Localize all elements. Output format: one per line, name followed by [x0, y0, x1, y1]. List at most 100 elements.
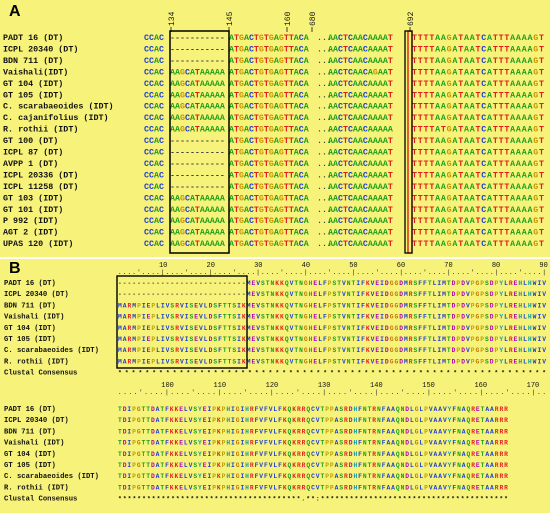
protein-row: TDIPGTTDATFKKELVSYEIPKPHIGIHRFVFVLFKQKRR… — [118, 473, 508, 480]
sequence-segment: CCAC — [144, 194, 164, 203]
sequence-row: CCAC AAGCATAAAAA ATGACTGTGAGTTACA ...AACTCA… — [144, 126, 544, 135]
sequence-segment: ATGACTGTGAGTTACA — [229, 137, 309, 146]
sequence-segment: ----------- — [170, 57, 225, 66]
sequence-segment: ATGACTGTGAGTTACA — [229, 57, 309, 66]
sequence-segment: ATGACTGTGAGTTACA — [229, 229, 309, 238]
ruler-label: 60 — [397, 262, 405, 270]
sequence-segment: ATGACTGTGAGTTACA — [229, 240, 309, 249]
sequence-segment: ----------- — [170, 160, 225, 169]
strain-name: GT 103 (IDT) — [3, 193, 63, 203]
sequence-segment: AACTCAACAAAAT — [328, 217, 393, 226]
sequence-segment: TTTTAAGATAATCATTTAAAAGT — [412, 240, 544, 249]
strain-name: ICPL 20336 (DT) — [3, 170, 78, 180]
sequence-segment: CCAC — [144, 34, 164, 43]
sequence-segment: ----------- — [170, 137, 225, 146]
sequence-segment: ATGACTGTGAGTTACA — [229, 45, 309, 54]
sequence-segment: ----------- — [170, 45, 225, 54]
sequence-segment: AAGCATAAAAA — [170, 206, 225, 215]
sequence-segment: CCAC — [144, 206, 164, 215]
panel-b-protein-alignment: B 10 20 30 40 50 60 70 80 90 ....'....|....'....|… — [0, 259, 550, 513]
sequence-segment: AACTCAACAAAAT — [328, 80, 393, 89]
ruler-label: 40 — [302, 262, 310, 270]
sequence-segment: ATGACTGTGAGTTACA — [229, 91, 309, 100]
sequence-segment: ... — [317, 183, 332, 192]
sequence-row: CCAC AAGCATAAAAA ATGACTGTGAGTTACA ...AACTCA… — [144, 80, 544, 89]
sequence-segment: ... — [317, 206, 332, 215]
sequence-segment: AACTCAACAAAAA — [328, 126, 393, 135]
sequence-segment: CCAC — [144, 103, 164, 112]
strain-name: R. rothii (IDT) — [4, 484, 69, 492]
ruler-label: 130 — [318, 382, 331, 390]
sequence-segment: TTTTAAGATAATCATTTAAAAGT — [412, 171, 544, 180]
strain-name: GT 104 (IDT) — [4, 451, 56, 459]
sequence-segment: ATGACTGTGAGTTACA — [229, 34, 309, 43]
strain-name: PADT 16 (DT) — [4, 280, 56, 288]
ruler-label: 70 — [444, 262, 452, 270]
nucleotide-alignment-svg: PADT 16 (DT)ICPL 20340 (DT) BDN 711 (DT)V… — [3, 11, 544, 254]
sequence-segment: ATGACTGTGAGTTACA — [229, 171, 309, 180]
ruler-label: 90 — [539, 262, 547, 270]
sequence-segment: ATGACTGTGAGTTACA — [229, 114, 309, 123]
sequence-row: CCAC ----------- ATGACTGTGAGTTACA ...AACTCA… — [144, 160, 544, 169]
sequence-segment: CCAC — [144, 80, 164, 89]
sequence-segment: ATGACTGTGAGTTACA — [229, 68, 309, 77]
sequence-segment: TTTTATGATAATCATTTAAAAGT — [412, 126, 544, 135]
sequence-segment: ----------- — [170, 183, 225, 192]
sequence-row: CCAC AAGCATAAAAA ATGACTGTGAGTTACA ...AACTCA… — [144, 91, 544, 100]
strain-name: GT 105 (IDT) — [4, 462, 56, 470]
protein-row: ---------------------------MEVSTNKKQVTNG… — [118, 280, 546, 287]
strain-name: R. rothii (IDT) — [4, 358, 69, 366]
strain-name: PADT 16 (DT) — [4, 406, 56, 414]
sequence-row: CCAC AAGCATAAAAA ATGACTGTGAGTTACA ...AACTCA… — [144, 240, 544, 249]
strain-name: C. cajanifolius (IDT) — [3, 113, 109, 123]
sequence-segment: TTTTAAGATAATCATTTAAAAGT — [412, 103, 544, 112]
position-label: 692 — [407, 11, 416, 26]
sequence-segment: AACTCAACAAAAT — [328, 240, 393, 249]
sequence-segment: AAGCATAAAAA — [170, 240, 225, 249]
strain-name: ICPL 87 (DT) — [3, 148, 63, 158]
strain-name: Vaishali (IDT) — [4, 440, 64, 448]
ruler-label: 160 — [474, 382, 487, 390]
strain-name: GT 100 (DT) — [3, 136, 58, 146]
ruler-label: 140 — [370, 382, 383, 390]
strain-name: GT 104 (IDT) — [4, 325, 56, 333]
sequence-segment: AACTCAACAAAAT — [328, 160, 393, 169]
protein-row: MARMPIEPLIVSRVISEVLDSFTTSIKMEVSTNKKQVTNG… — [118, 325, 546, 332]
sequence-segment: CCAC — [144, 240, 164, 249]
sequence-segment: ATGACTGTGAGTTACA — [229, 149, 309, 158]
sequence-segment: AACTCAACAAAAT — [328, 103, 393, 112]
strain-name: BDN 711 (DT) — [4, 428, 56, 436]
sequence-segment: TTTTAAGATAATCATTTAAAAGT — [412, 68, 544, 77]
protein-row: MARMPIEPLIVSRVISEVLDSFTTSIKMEVSTNKKQVTNG… — [118, 347, 546, 354]
strain-name: P 992 (IDT) — [3, 216, 58, 226]
sequence-segment: AACTCAACAAAAT — [328, 229, 393, 238]
strain-name: C. scarabaeoides (IDT) — [3, 102, 114, 112]
protein-row: MARMPIEPLIVSRVISEVLDSFTTSIKMEVSTNKKQVTNG… — [118, 336, 546, 343]
sequence-segment: TTTTAAGATAATCATTTAAAAGT — [412, 80, 544, 89]
insertion-highlight-box — [116, 275, 248, 369]
snp-highlight-box — [404, 30, 413, 254]
sequence-segment: AACTCAACAGAAT — [328, 68, 393, 77]
sequence-segment: ... — [317, 217, 332, 226]
sequence-segment: AAGCATAAAAA — [170, 103, 225, 112]
protein-row: TDIPGTTDATFKKELVSYEIPKPHIGIHRFVFVLFKQKRR… — [118, 428, 508, 435]
sequence-segment: ... — [317, 137, 332, 146]
ruler-label: 20 — [207, 262, 215, 270]
ruler-label: 120 — [266, 382, 279, 390]
sequence-segment: CCAC — [144, 68, 164, 77]
sequence-segment: AACTCAACAAAAT — [328, 183, 393, 192]
sequence-segment: ATGACTGTGAGTTACA — [229, 217, 309, 226]
sequence-segment: ATGACTGTGAGTTACA — [229, 103, 309, 112]
sequence-segment: AACTCAACAAAAT — [328, 194, 393, 203]
sequence-row: CCAC AAGCATAAAAA ATGACTGTGAGTTACA ...AACTCA… — [144, 114, 544, 123]
strain-name: ICPL 20340 (DT) — [4, 417, 69, 425]
sequence-segment: TTTTAAGATAATCATTTAAAAGT — [412, 229, 544, 238]
ruler-label: 10 — [159, 262, 167, 270]
sequence-segment: CCAC — [144, 171, 164, 180]
sequence-segment: TTTTAAGATAATCATTTAAAAGT — [412, 114, 544, 123]
sequence-segment: CCAC — [144, 183, 164, 192]
sequence-segment: ... — [317, 194, 332, 203]
sequence-segment: ----------- — [170, 34, 225, 43]
sequence-segment: ATGACTGTGAGTTACA — [229, 206, 309, 215]
sequence-segment: CCAC — [144, 160, 164, 169]
